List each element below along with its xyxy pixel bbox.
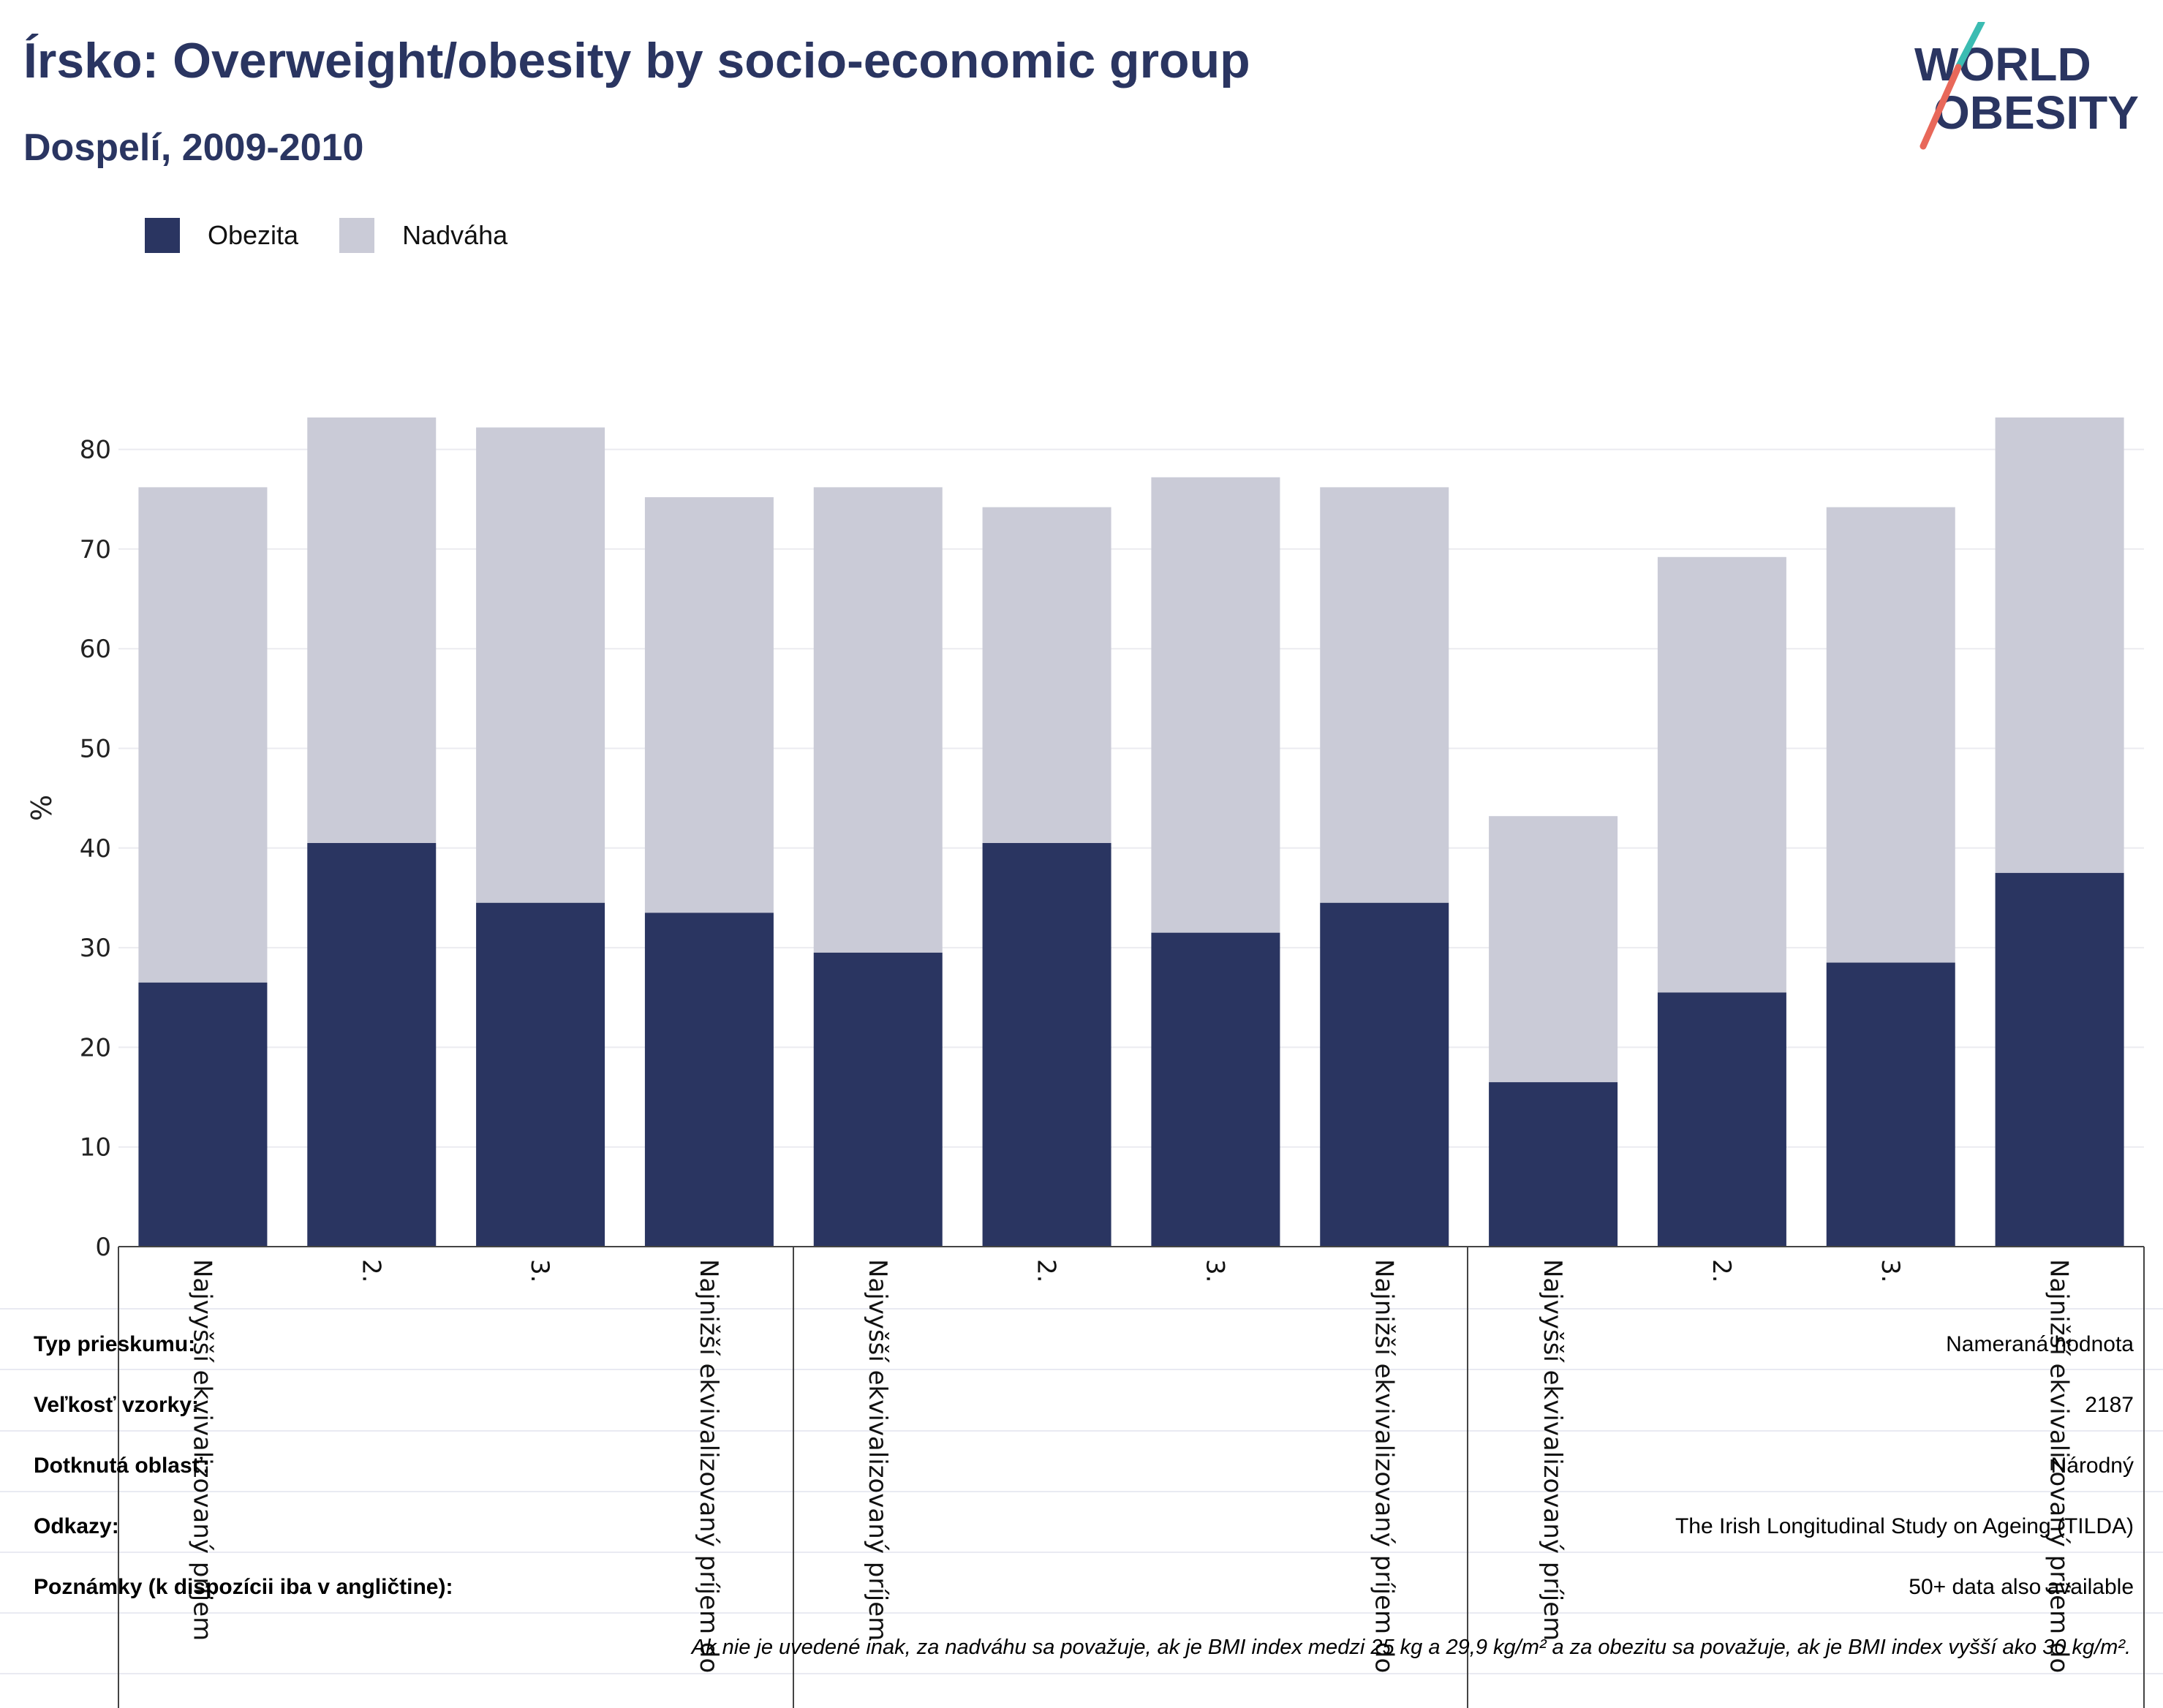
bar-overweight (1489, 816, 1618, 1083)
info-label: Odkazy: (34, 1514, 119, 1538)
x-category-label: 2. (1032, 1259, 1061, 1282)
y-tick-label: 60 (80, 635, 111, 664)
y-tick-label: 80 (80, 436, 111, 465)
bar-obesity (644, 912, 774, 1247)
bar-overweight (1151, 477, 1280, 933)
chart-title: Írsko: Overweight/obesity by socio-econo… (23, 33, 1250, 88)
info-value: 50+ data also available (1909, 1575, 2134, 1599)
bar-obesity (138, 982, 268, 1247)
footnote: Ak nie je uvedené inak, za nadváhu sa po… (690, 1636, 2131, 1659)
bar-obesity (813, 952, 943, 1247)
bar-obesity (1995, 872, 2124, 1247)
y-tick-label: 40 (80, 834, 111, 864)
bar-overweight (1657, 556, 1786, 993)
bar-obesity (1657, 992, 1786, 1247)
bar-overweight (813, 487, 943, 953)
bar-obesity (1151, 932, 1280, 1247)
info-label: Veľkosť vzorky: (34, 1393, 199, 1417)
world-obesity-logo: WORLD OBESITY (1914, 22, 2139, 150)
info-value: 2187 (2085, 1393, 2134, 1417)
legend-swatch-obesity (145, 218, 180, 253)
y-tick-label: 30 (80, 934, 111, 963)
x-category-label: Najvyšší ekvivalizovaný príjem (1538, 1259, 1567, 1641)
x-category-label: Najnižší ekvivalizovaný príjem do (1369, 1259, 1398, 1673)
legend-swatch-overweight (339, 218, 375, 253)
x-category-label: 2. (356, 1259, 385, 1282)
bar-obesity (982, 842, 1111, 1247)
logo-red-stroke (1919, 64, 1962, 150)
info-value: The Irish Longitudinal Study on Ageing (… (1675, 1514, 2134, 1538)
info-value: Národný (2051, 1454, 2134, 1478)
logo-line-1: WORLD (1914, 38, 2091, 91)
bar-overweight (1826, 507, 1955, 963)
y-tick-label: 70 (80, 535, 111, 564)
bar-obesity (1489, 1082, 1618, 1247)
bar-obesity (476, 902, 605, 1247)
logo-teal-stroke (1955, 22, 1985, 71)
y-tick-label: 50 (80, 735, 111, 764)
bar-obesity (307, 842, 437, 1247)
bar-overweight (138, 487, 268, 983)
bar-overweight (644, 497, 774, 913)
legend-item-obesity[interactable]: Obezita (145, 218, 298, 253)
y-axis-title: % (26, 795, 58, 821)
y-tick-label: 20 (80, 1033, 111, 1062)
legend-label-overweight: Nadváha (402, 220, 508, 250)
info-label: Poznámky (k dispozícii iba v angličtine)… (34, 1575, 453, 1599)
bar-overweight (307, 417, 437, 843)
info-value: Nameraná hodnota (1946, 1332, 2134, 1356)
x-category-label: Najnižší ekvivalizovaný príjem do (2045, 1259, 2074, 1673)
bar-overweight (1320, 487, 1449, 903)
chart-subtitle: Dospelí, 2009-2010 (23, 126, 364, 169)
bar-overweight (982, 507, 1111, 843)
legend: Obezita Nadváha (145, 216, 548, 254)
legend-item-overweight[interactable]: Nadváha (339, 218, 507, 253)
x-category-label: 2. (1707, 1259, 1736, 1282)
x-category-label: Najnižší ekvivalizovaný príjem do (694, 1259, 723, 1673)
y-tick-label: 10 (80, 1133, 111, 1163)
y-tick-label: 0 (95, 1233, 111, 1262)
info-label: Typ prieskumu: (34, 1332, 195, 1356)
x-category-label: 3. (1200, 1259, 1229, 1282)
x-category-label: 3. (1876, 1259, 1905, 1282)
x-category-label: 3. (525, 1259, 554, 1282)
logo-line-2: OBESITY (1933, 86, 2139, 139)
bar-overweight (476, 427, 605, 903)
x-category-label: Najvyšší ekvivalizovaný príjem (187, 1259, 216, 1641)
x-category-label: Najvyšší ekvivalizovaný príjem (863, 1259, 892, 1641)
bar-obesity (1826, 962, 1955, 1247)
bar-overweight (1995, 417, 2124, 873)
legend-label-obesity: Obezita (208, 220, 299, 250)
bar-obesity (1320, 902, 1449, 1247)
info-label: Dotknutá oblasť: (34, 1454, 210, 1478)
